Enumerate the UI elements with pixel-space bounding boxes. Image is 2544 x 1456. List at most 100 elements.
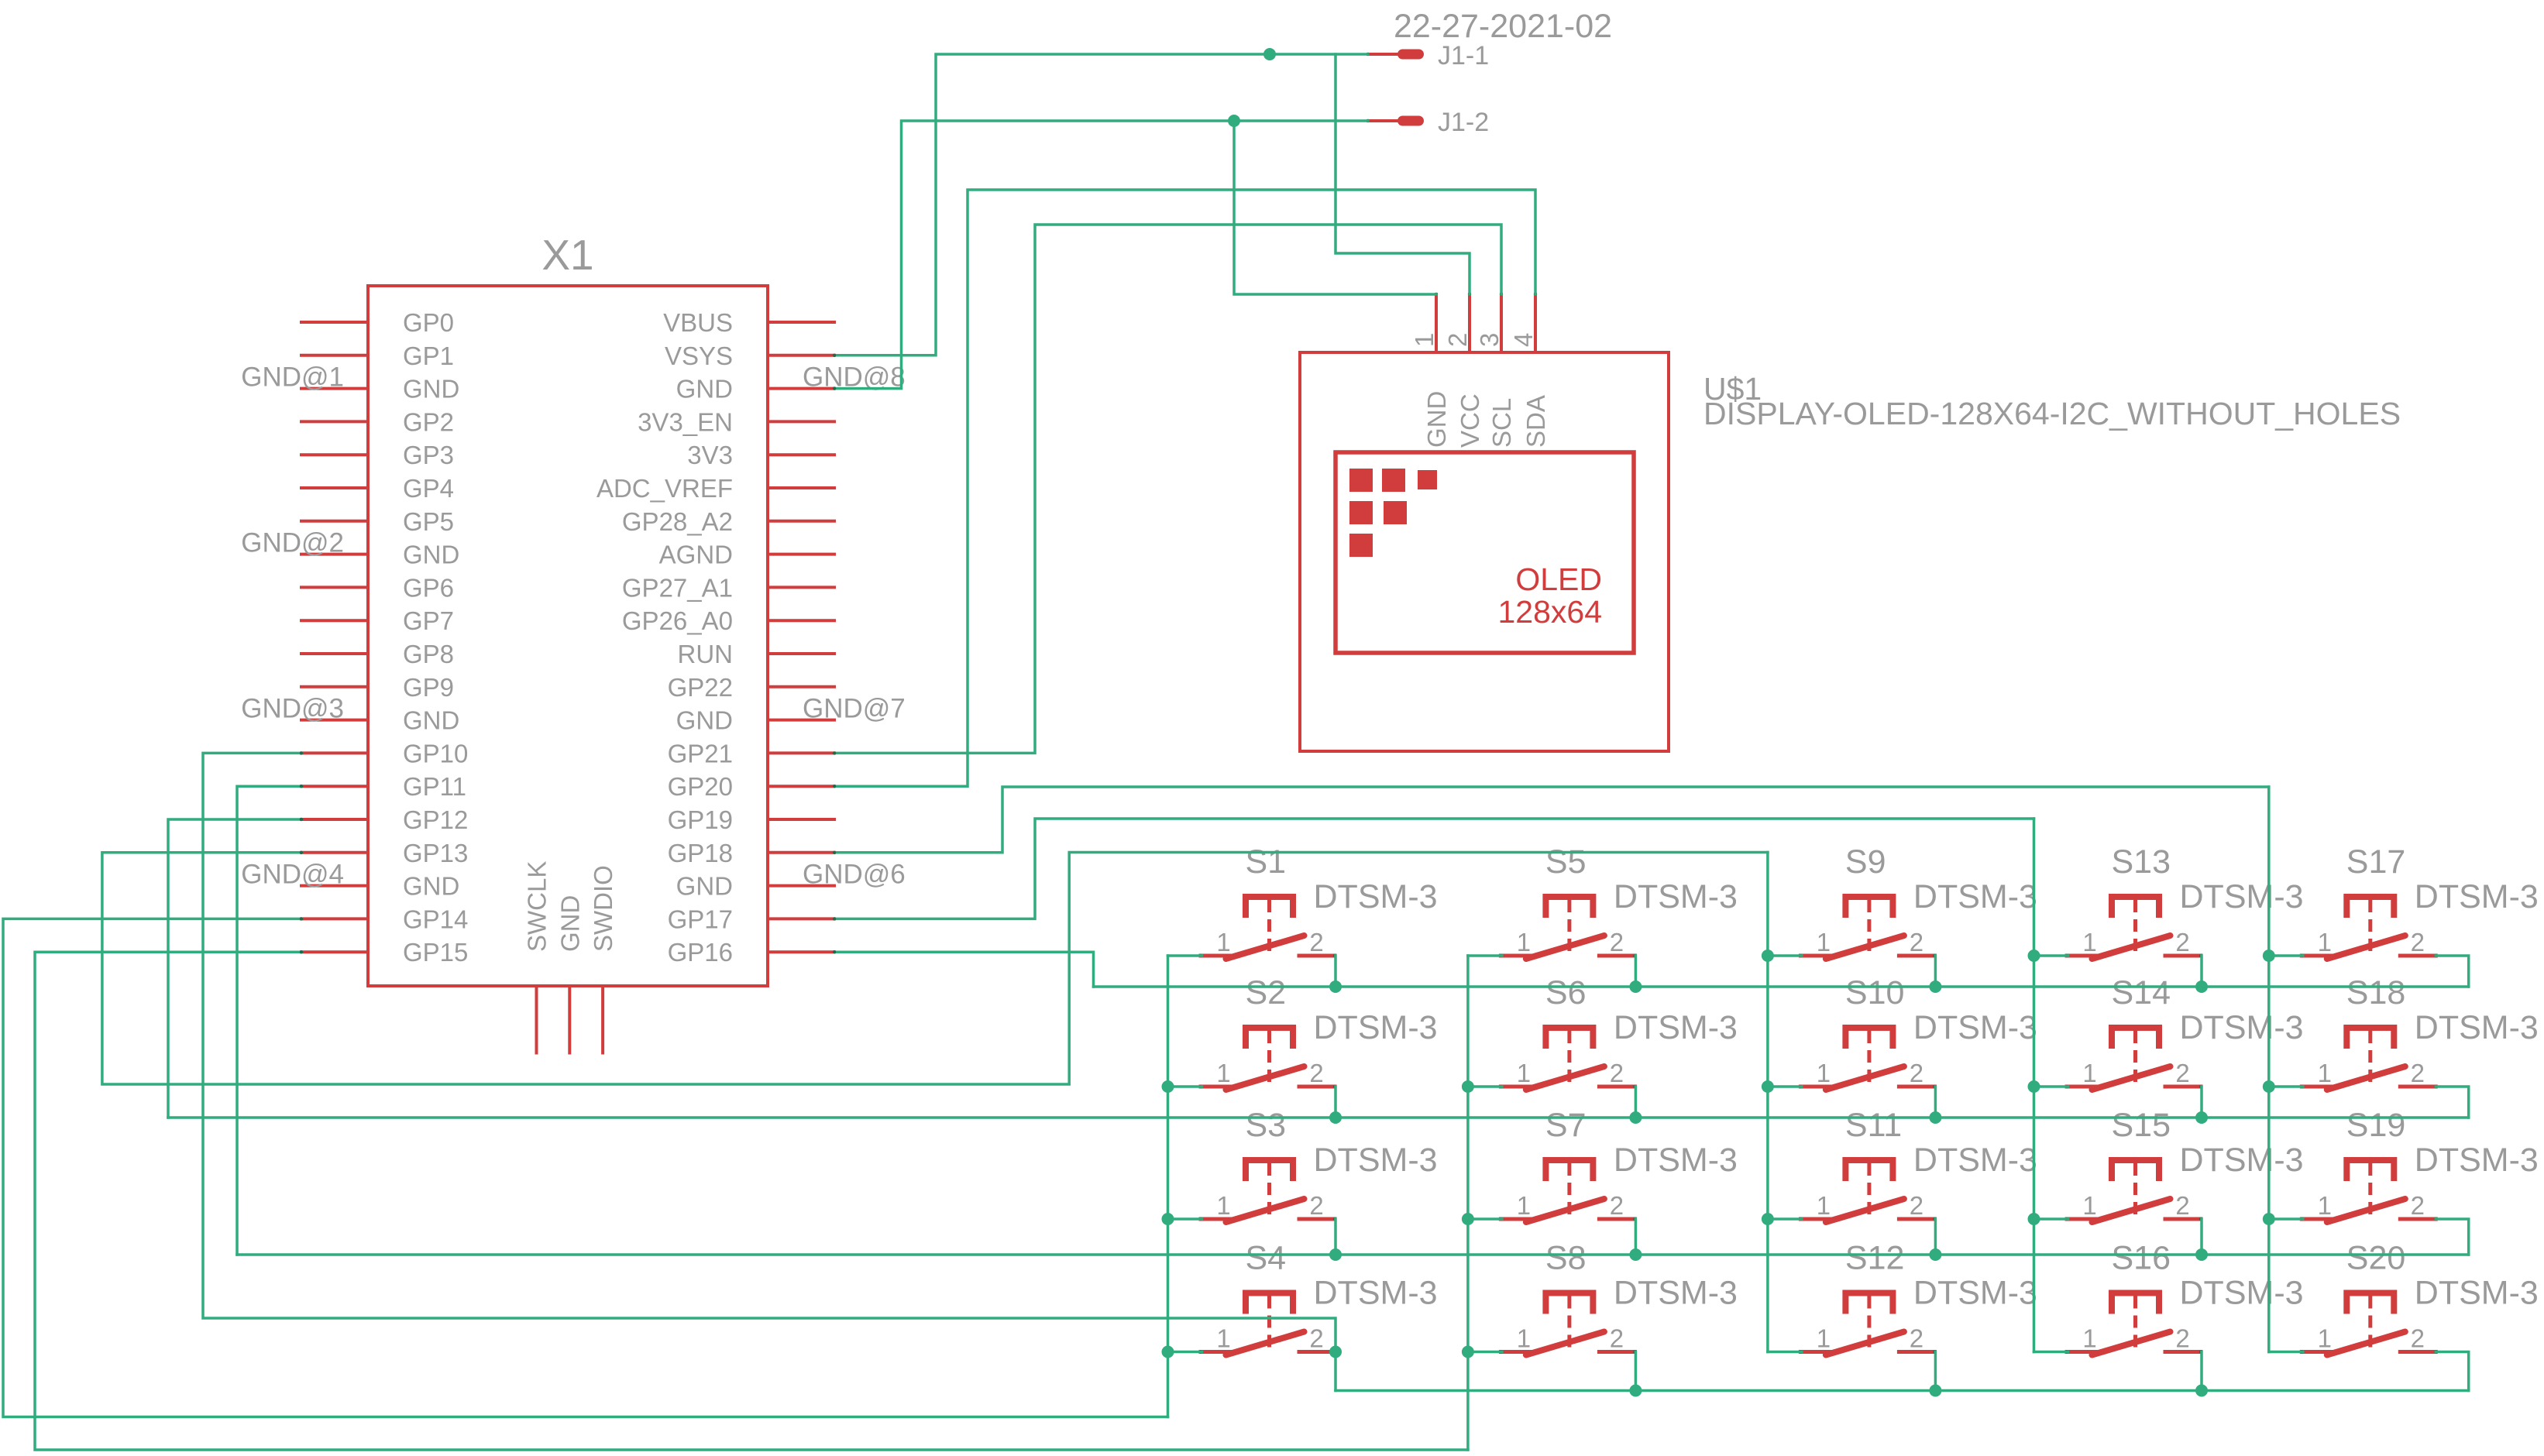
svg-text:S15: S15: [2112, 1107, 2171, 1144]
svg-text:GP15: GP15: [403, 938, 468, 967]
svg-text:SCL: SCL: [1487, 398, 1516, 448]
svg-text:DTSM-3: DTSM-3: [1614, 878, 1738, 915]
svg-text:S14: S14: [2112, 974, 2171, 1011]
svg-text:DTSM-3: DTSM-3: [2180, 1009, 2304, 1046]
svg-text:DTSM-3: DTSM-3: [1913, 1142, 2037, 1179]
svg-text:2: 2: [1309, 1059, 1323, 1087]
svg-text:2: 2: [2175, 1059, 2189, 1087]
svg-text:VCC: VCC: [1456, 393, 1484, 448]
svg-text:DTSM-3: DTSM-3: [2415, 1142, 2539, 1179]
svg-text:GND: GND: [403, 872, 459, 901]
svg-text:DTSM-3: DTSM-3: [2415, 1009, 2539, 1046]
svg-text:2: 2: [2411, 1059, 2425, 1087]
svg-text:2: 2: [1910, 1324, 1923, 1353]
svg-text:GP9: GP9: [403, 673, 454, 702]
svg-text:1: 1: [1517, 1059, 1531, 1087]
svg-text:1: 1: [1216, 1059, 1230, 1087]
svg-text:GP19: GP19: [668, 805, 733, 834]
svg-text:GP16: GP16: [668, 938, 733, 967]
svg-text:1: 1: [1517, 1191, 1531, 1220]
svg-text:1: 1: [1216, 928, 1230, 956]
svg-text:GND: GND: [555, 895, 584, 952]
svg-text:2: 2: [1910, 1191, 1923, 1220]
svg-text:2: 2: [1610, 1059, 1624, 1087]
svg-text:SDA: SDA: [1521, 395, 1550, 448]
svg-text:1: 1: [1517, 928, 1531, 956]
svg-text:2: 2: [1910, 928, 1923, 956]
svg-text:GND: GND: [676, 872, 733, 901]
svg-text:1: 1: [2082, 1059, 2096, 1087]
svg-text:2: 2: [2175, 1324, 2189, 1353]
svg-text:S1: S1: [1246, 843, 1287, 881]
svg-text:S3: S3: [1246, 1107, 1287, 1144]
svg-text:VBUS: VBUS: [663, 308, 733, 337]
svg-text:1: 1: [2082, 1191, 2096, 1220]
svg-text:U$1: U$1: [1703, 371, 1762, 407]
svg-text:GP21: GP21: [668, 739, 733, 767]
svg-text:2: 2: [2175, 1191, 2189, 1220]
svg-text:2: 2: [1610, 1324, 1624, 1353]
svg-text:1: 1: [1216, 1324, 1230, 1353]
svg-text:DISPLAY-OLED-128X64-I2C_WITHOU: DISPLAY-OLED-128X64-I2C_WITHOUT_HOLES: [1703, 396, 2401, 431]
svg-text:1: 1: [1216, 1191, 1230, 1220]
svg-text:AGND: AGND: [659, 541, 733, 569]
svg-text:S20: S20: [2346, 1240, 2406, 1277]
svg-text:GND: GND: [403, 375, 459, 403]
svg-text:GP3: GP3: [403, 441, 454, 469]
svg-text:2: 2: [1309, 1191, 1323, 1220]
svg-text:2: 2: [2411, 928, 2425, 956]
svg-text:GP6: GP6: [403, 573, 454, 602]
svg-text:S9: S9: [1845, 843, 1886, 881]
svg-text:GND: GND: [1422, 391, 1451, 448]
svg-text:GP7: GP7: [403, 606, 454, 635]
svg-text:OLED: OLED: [1515, 561, 1602, 597]
svg-text:2: 2: [1610, 928, 1624, 956]
svg-text:VSYS: VSYS: [665, 342, 733, 370]
svg-text:3V3_EN: 3V3_EN: [638, 407, 733, 436]
svg-text:1: 1: [2318, 928, 2332, 956]
svg-text:S18: S18: [2346, 974, 2406, 1011]
svg-text:GP28_A2: GP28_A2: [622, 507, 733, 536]
svg-text:J1-2: J1-2: [1438, 108, 1489, 137]
svg-text:S16: S16: [2112, 1240, 2171, 1277]
svg-text:1: 1: [1410, 333, 1439, 347]
svg-text:S10: S10: [1845, 974, 1905, 1011]
svg-text:SWCLK: SWCLK: [523, 861, 552, 952]
svg-text:GP2: GP2: [403, 407, 454, 436]
svg-text:1: 1: [2318, 1191, 2332, 1220]
svg-text:S7: S7: [1545, 1107, 1587, 1144]
svg-text:SWDIO: SWDIO: [589, 865, 617, 952]
svg-text:GP5: GP5: [403, 507, 454, 536]
svg-text:S6: S6: [1545, 974, 1587, 1011]
svg-text:S12: S12: [1845, 1240, 1905, 1277]
svg-text:S8: S8: [1545, 1240, 1587, 1277]
svg-text:S5: S5: [1545, 843, 1587, 881]
svg-text:GND: GND: [676, 706, 733, 735]
svg-text:22-27-2021-02: 22-27-2021-02: [1394, 8, 1612, 45]
svg-text:GND@3: GND@3: [241, 694, 344, 724]
svg-text:GP18: GP18: [668, 839, 733, 867]
svg-text:X1: X1: [541, 231, 593, 279]
svg-text:GP8: GP8: [403, 640, 454, 668]
svg-text:DTSM-3: DTSM-3: [1614, 1142, 1738, 1179]
svg-text:1: 1: [1817, 1324, 1831, 1353]
svg-text:3V3: 3V3: [687, 441, 733, 469]
svg-text:GND@2: GND@2: [241, 528, 344, 558]
svg-text:GP13: GP13: [403, 839, 468, 867]
svg-text:DTSM-3: DTSM-3: [1913, 1009, 2037, 1046]
svg-text:J1-1: J1-1: [1438, 41, 1489, 70]
svg-text:2: 2: [1610, 1191, 1624, 1220]
svg-text:DTSM-3: DTSM-3: [1614, 1009, 1738, 1046]
svg-text:2: 2: [2411, 1191, 2425, 1220]
svg-text:S11: S11: [1845, 1107, 1902, 1144]
svg-text:DTSM-3: DTSM-3: [1314, 878, 1438, 915]
svg-text:1: 1: [1817, 928, 1831, 956]
svg-text:GP4: GP4: [403, 474, 454, 503]
svg-text:GND@6: GND@6: [803, 860, 906, 890]
svg-text:GP27_A1: GP27_A1: [622, 573, 733, 602]
svg-text:S17: S17: [2346, 843, 2406, 881]
svg-text:2: 2: [2175, 928, 2189, 956]
svg-text:GP12: GP12: [403, 805, 468, 834]
svg-text:2: 2: [1910, 1059, 1923, 1087]
svg-text:GP1: GP1: [403, 342, 454, 370]
